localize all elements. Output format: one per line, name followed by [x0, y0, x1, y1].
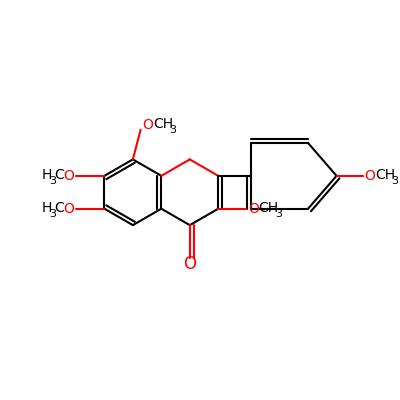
Text: O: O — [248, 202, 259, 216]
Text: CH: CH — [153, 118, 174, 132]
Text: C: C — [54, 200, 64, 214]
Text: 3: 3 — [170, 125, 176, 135]
Text: O: O — [365, 169, 376, 183]
Text: O: O — [142, 118, 154, 132]
Text: 3: 3 — [392, 176, 398, 186]
Text: 3: 3 — [49, 209, 56, 219]
Text: O: O — [64, 202, 74, 216]
Text: CH: CH — [375, 168, 395, 182]
Text: 3: 3 — [49, 176, 56, 186]
Text: O: O — [183, 255, 196, 273]
Text: H: H — [42, 168, 52, 182]
Text: O: O — [64, 169, 74, 183]
Text: CH: CH — [258, 200, 279, 214]
Text: C: C — [54, 168, 64, 182]
Text: 3: 3 — [275, 209, 282, 219]
Text: H: H — [42, 200, 52, 214]
